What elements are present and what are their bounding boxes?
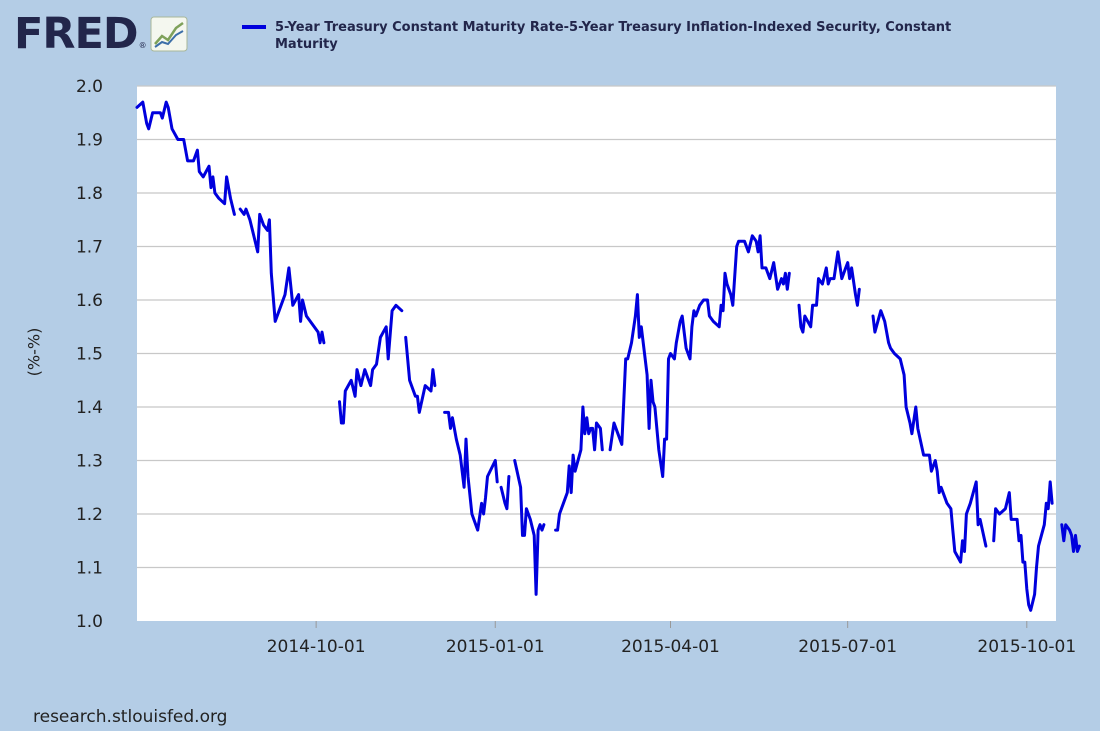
- series-line-segment: [871, 309, 988, 564]
- y-tick-label: 1.7: [76, 238, 103, 258]
- series-line-segment: [608, 234, 791, 478]
- y-tick-label: 1.0: [76, 612, 103, 632]
- series-line-segment: [338, 303, 404, 425]
- registered-mark: ®: [138, 40, 147, 50]
- series-line-segment: [554, 405, 604, 532]
- series-line-segment: [135, 100, 236, 216]
- series-line-segment: [238, 207, 326, 345]
- y-tick-label: 2.0: [76, 77, 103, 97]
- grid-lines: [137, 85, 1056, 569]
- legend-swatch: [242, 25, 266, 29]
- series-line-segment: [443, 410, 499, 532]
- trend-chart-icon: [150, 16, 188, 52]
- series-line-segment: [1060, 523, 1081, 553]
- y-tick-label: 1.4: [76, 398, 103, 418]
- y-tick-label: 1.2: [76, 505, 103, 525]
- y-tick-label: 1.9: [76, 131, 103, 151]
- y-tick-label: 1.1: [76, 559, 103, 579]
- series-line-segment: [992, 480, 1054, 612]
- x-tick-label: 2015-10-01: [977, 637, 1076, 657]
- series-line-segment: [513, 459, 546, 596]
- y-axis-ticks: 1.0 1.1 1.2 1.3 1.4 1.5 1.6 1.7 1.8 1.9 2.0: [76, 77, 103, 632]
- series-line-segment: [404, 335, 437, 414]
- series-group: [135, 100, 1081, 612]
- y-tick-label: 1.8: [76, 184, 103, 204]
- x-tick-label: 2015-01-01: [446, 637, 545, 657]
- legend-series-name: 5-Year Treasury Constant Maturity Rate-5…: [275, 20, 952, 52]
- x-tick-label: 2015-04-01: [621, 637, 720, 657]
- x-tick-label: 2015-07-01: [798, 637, 897, 657]
- chart: 1.0 1.1 1.2 1.3 1.4 1.5 1.6 1.7 1.8 1.9 2.0 2014-1…: [76, 77, 1081, 657]
- fred-logo: FRED ®: [14, 12, 188, 56]
- chart-legend: 5-Year Treasury Constant Maturity Rate-5…: [242, 19, 1002, 53]
- logo-text: FRED: [14, 9, 139, 59]
- series-line-segment: [499, 475, 511, 511]
- series-line-segment: [797, 250, 861, 334]
- y-tick-label: 1.3: [76, 452, 103, 472]
- source-credit: research.stlouisfed.org: [33, 707, 228, 727]
- y-tick-label: 1.6: [76, 291, 103, 311]
- x-tick-label: 2014-10-01: [267, 637, 366, 657]
- y-tick-label: 1.5: [76, 345, 103, 365]
- x-axis-ticks: 2014-10-01 2015-01-01 2015-04-01 2015-07-01…: [267, 621, 1076, 657]
